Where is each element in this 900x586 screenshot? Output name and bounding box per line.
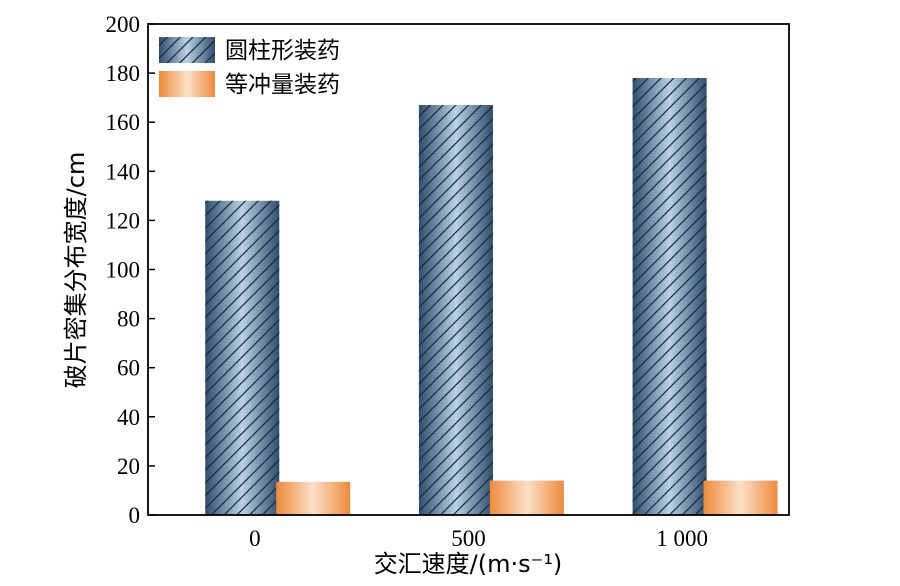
y-tick-label: 200 <box>106 12 141 37</box>
legend-swatch-series-1-hatch <box>159 37 215 63</box>
bar-series-2 <box>276 481 351 515</box>
y-tick-label: 60 <box>117 356 140 381</box>
plot-frame <box>147 23 790 516</box>
x-tick-label: 500 <box>451 526 486 551</box>
y-tick-label: 40 <box>117 405 140 430</box>
bar-hatch <box>418 105 493 515</box>
x-axis-label: 交汇速度/(m·s⁻¹) <box>374 550 563 578</box>
y-axis-label: 破片密集分布宽度/cm <box>62 152 90 389</box>
y-tick-label: 0 <box>129 503 141 528</box>
x-tick-label: 1 000 <box>656 526 708 551</box>
y-tick-label: 20 <box>117 454 140 479</box>
legend-label-series-2: 等冲量装药 <box>225 72 340 98</box>
bar-hatch <box>632 78 707 515</box>
x-tick-label: 0 <box>249 526 261 551</box>
y-tick-label: 120 <box>106 208 141 233</box>
bar-series-2 <box>489 480 564 515</box>
legend-label-series-1: 圆柱形装药 <box>225 38 340 64</box>
bar-hatch <box>205 200 280 515</box>
legend-swatch-series-2 <box>159 71 215 97</box>
y-tick-label: 140 <box>106 159 141 184</box>
y-tick-label: 100 <box>106 258 141 283</box>
y-tick-label: 80 <box>117 307 140 332</box>
y-tick-label: 160 <box>106 110 141 135</box>
y-tick-label: 180 <box>106 61 141 86</box>
bar-series-2 <box>703 480 778 515</box>
legend: 圆柱形装药 等冲量装药 <box>159 37 340 98</box>
